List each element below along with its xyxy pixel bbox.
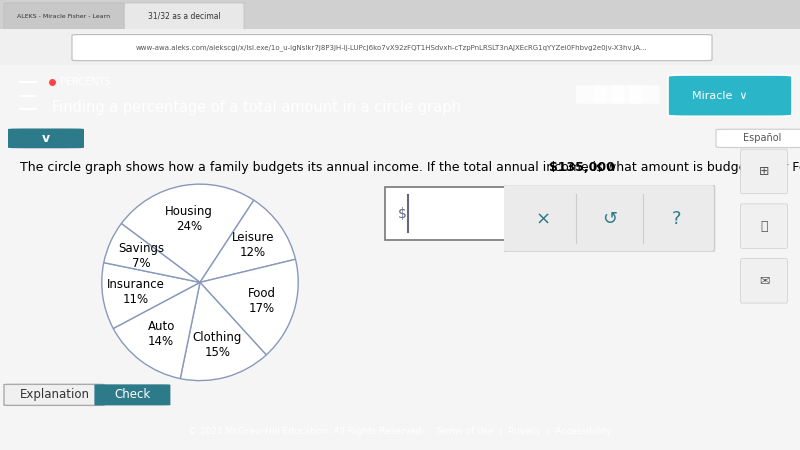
Text: Check: Check (114, 388, 151, 401)
Text: Finding a percentage of a total amount in a circle graph: Finding a percentage of a total amount i… (52, 100, 461, 115)
Wedge shape (104, 224, 200, 283)
Bar (0, 0, 800, 29)
Text: ×: × (535, 211, 550, 229)
Text: ?: ? (672, 211, 682, 229)
Text: ⊞: ⊞ (758, 165, 770, 178)
Text: PERCENTS: PERCENTS (60, 77, 110, 87)
Text: 31/32 as a decimal: 31/32 as a decimal (148, 12, 220, 21)
FancyBboxPatch shape (94, 384, 170, 405)
Text: Auto
14%: Auto 14% (147, 320, 175, 348)
Text: 🖼: 🖼 (760, 220, 768, 233)
FancyBboxPatch shape (741, 149, 787, 194)
Text: www-awa.aleks.com/alekscgi/x/lsl.exe/1o_u-lgNslkr7j8P3jH-lJ-LUPcJ6ko7vX92zFQT1HS: www-awa.aleks.com/alekscgi/x/lsl.exe/1o_… (136, 44, 648, 51)
Text: Leisure
12%: Leisure 12% (232, 231, 274, 259)
Text: ✉: ✉ (758, 274, 770, 287)
Text: ↺: ↺ (602, 211, 618, 229)
FancyBboxPatch shape (4, 3, 124, 30)
FancyBboxPatch shape (594, 86, 624, 104)
FancyBboxPatch shape (385, 187, 589, 240)
Wedge shape (114, 283, 200, 378)
Wedge shape (102, 263, 200, 328)
Text: © 2021 McGraw-Hill Education. All Rights Reserved.    Terms of Use  |  Privacy  : © 2021 McGraw-Hill Education. All Rights… (188, 428, 612, 436)
Wedge shape (200, 259, 298, 355)
Text: Clothing
15%: Clothing 15% (193, 331, 242, 359)
Text: Housing
24%: Housing 24% (165, 205, 213, 233)
Wedge shape (200, 200, 295, 283)
Text: Savings
7%: Savings 7% (118, 242, 164, 270)
Text: v: v (42, 132, 50, 145)
FancyBboxPatch shape (576, 86, 606, 104)
FancyBboxPatch shape (8, 129, 84, 148)
FancyBboxPatch shape (503, 184, 714, 252)
FancyBboxPatch shape (72, 35, 712, 61)
Text: ALEKS - Miracle Fisher - Learn: ALEKS - Miracle Fisher - Learn (18, 14, 110, 19)
Text: The circle graph shows how a family budgets its annual income. If the total annu: The circle graph shows how a family budg… (20, 161, 606, 174)
FancyBboxPatch shape (629, 86, 659, 104)
Wedge shape (180, 283, 266, 381)
FancyBboxPatch shape (741, 258, 787, 303)
FancyBboxPatch shape (741, 204, 787, 248)
Text: , what amount is budgeted for Food?: , what amount is budgeted for Food? (598, 161, 800, 174)
Wedge shape (122, 184, 254, 283)
Text: Miracle  ∨: Miracle ∨ (692, 90, 748, 101)
FancyBboxPatch shape (668, 75, 792, 116)
Text: Explanation: Explanation (19, 388, 90, 401)
FancyBboxPatch shape (611, 86, 642, 104)
Bar (0, 29, 800, 65)
Text: Español: Español (743, 133, 782, 144)
FancyBboxPatch shape (4, 384, 104, 405)
Text: $: $ (398, 207, 406, 221)
Text: Insurance
11%: Insurance 11% (107, 278, 165, 306)
Text: $135,000: $135,000 (549, 161, 614, 174)
FancyBboxPatch shape (716, 129, 800, 148)
Text: Food
17%: Food 17% (248, 287, 276, 315)
FancyBboxPatch shape (124, 3, 244, 30)
